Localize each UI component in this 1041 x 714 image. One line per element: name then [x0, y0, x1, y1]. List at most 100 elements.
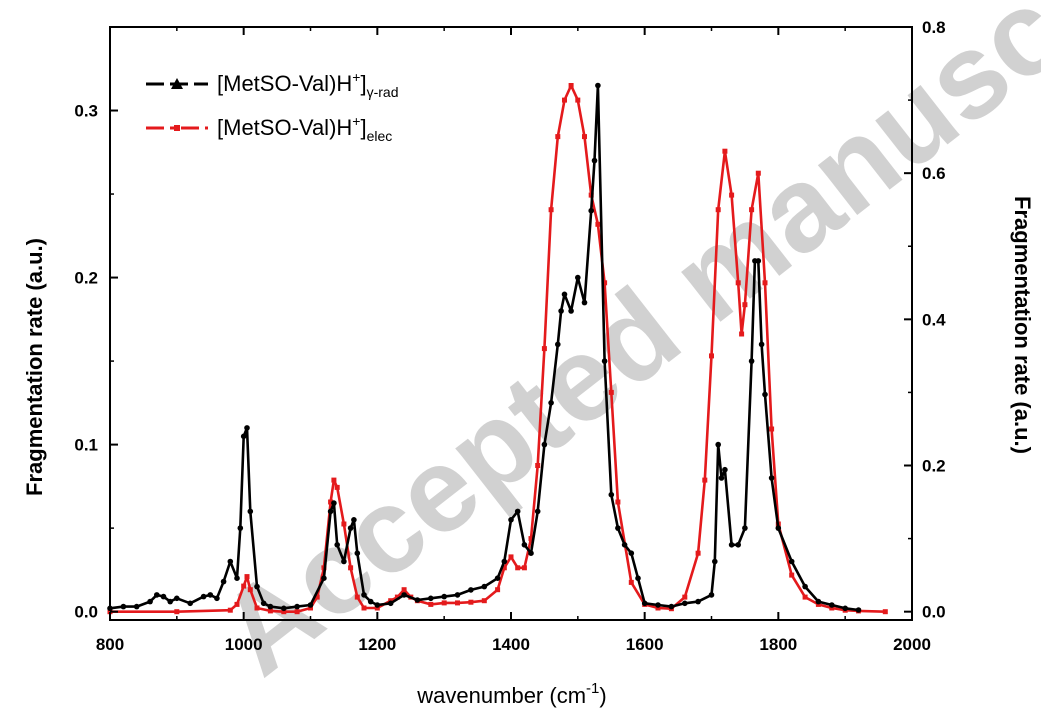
- y-left-tick-label: 0.3: [74, 102, 98, 121]
- data-point-elec: [802, 594, 808, 600]
- data-point-elec: [815, 601, 821, 607]
- data-point-elec: [709, 353, 714, 359]
- data-point-elec: [541, 346, 547, 352]
- data-point-gamma-rad: [244, 425, 250, 431]
- data-point-gamma-rad: [521, 542, 528, 548]
- data-point-elec: [241, 583, 247, 589]
- data-point-elec: [331, 477, 337, 483]
- data-point-elec: [602, 280, 608, 286]
- data-point-elec: [702, 477, 708, 483]
- data-point-elec: [328, 499, 334, 505]
- data-point-gamma-rad: [414, 597, 421, 603]
- data-point-gamma-rad: [508, 517, 514, 523]
- data-point-elec: [729, 192, 735, 198]
- data-point-gamma-rad: [321, 575, 327, 581]
- legend-marker-elec: [174, 125, 180, 131]
- data-point-gamma-rad: [267, 603, 274, 610]
- y-right-tick-label: 0.2: [922, 457, 946, 476]
- data-point-gamma-rad: [758, 341, 765, 348]
- data-point-elec: [742, 302, 748, 308]
- x-axis-title: wavenumber (cm-1): [416, 680, 606, 708]
- data-point-gamma-rad: [187, 600, 193, 607]
- data-point-gamma-rad: [227, 558, 234, 565]
- data-point-gamma-rad: [728, 542, 735, 548]
- data-point-elec: [244, 574, 250, 580]
- data-point-gamma-rad: [247, 508, 254, 515]
- data-point-elec: [739, 331, 745, 337]
- data-point-gamma-rad: [708, 592, 715, 598]
- data-point-elec: [769, 426, 775, 432]
- watermark-layer: Accepted manuscript: [196, 0, 1041, 700]
- data-point-elec: [575, 97, 581, 103]
- data-point-gamma-rad: [682, 600, 688, 607]
- data-point-elec: [762, 280, 768, 286]
- data-point-gamma-rad: [147, 598, 153, 605]
- data-point-elec: [548, 207, 554, 213]
- data-point-elec: [749, 207, 755, 213]
- legend-label-gamma-rad-main: [MetSO-Val)H: [217, 71, 352, 96]
- data-point-elec: [555, 134, 561, 140]
- data-point-gamma-rad: [742, 525, 748, 531]
- data-point-gamma-rad: [788, 558, 795, 565]
- data-point-elec: [608, 389, 614, 395]
- data-point-gamma-rad: [347, 525, 354, 531]
- y-left-tick-label: 0.2: [74, 269, 98, 288]
- data-point-gamma-rad: [361, 592, 367, 598]
- data-point-gamma-rad: [174, 595, 180, 602]
- data-point-gamma-rad: [387, 600, 394, 607]
- data-point-gamma-rad: [568, 308, 574, 314]
- data-point-gamma-rad: [327, 508, 334, 515]
- data-point-gamma-rad: [351, 517, 357, 523]
- series-layer: [107, 82, 888, 615]
- data-point-elec: [562, 97, 567, 103]
- data-point-elec: [722, 148, 728, 154]
- data-point-elec: [401, 587, 407, 593]
- x-axis-title-end: ): [599, 683, 606, 708]
- data-point-gamma-rad: [307, 602, 314, 608]
- data-point-elec: [247, 587, 253, 593]
- x-axis-title-sup: -1: [586, 680, 599, 697]
- data-point-elec: [348, 565, 354, 571]
- x-tick-label: 1000: [225, 635, 263, 654]
- data-point-gamma-rad: [534, 508, 541, 515]
- data-point-gamma-rad: [200, 593, 207, 600]
- data-point-gamma-rad: [214, 595, 220, 602]
- data-point-elec: [582, 134, 587, 140]
- data-point-gamma-rad: [601, 358, 608, 364]
- data-point-gamma-rad: [294, 603, 300, 610]
- data-point-elec: [361, 605, 367, 611]
- data-point-gamma-rad: [107, 605, 113, 612]
- data-point-elec: [595, 221, 601, 227]
- data-point-elec: [354, 594, 360, 600]
- data-point-gamma-rad: [555, 341, 561, 348]
- data-point-gamma-rad: [802, 583, 808, 590]
- data-point-elec: [254, 605, 260, 611]
- data-point-gamma-rad: [641, 600, 648, 607]
- x-tick-label: 800: [96, 635, 124, 654]
- data-point-gamma-rad: [735, 542, 741, 548]
- data-point-gamma-rad: [481, 583, 488, 590]
- legend-entry-gamma-rad: [MetSO-Val)H+]γ-rad: [146, 69, 399, 100]
- data-point-gamma-rad: [260, 600, 267, 607]
- data-point-gamma-rad: [595, 82, 601, 89]
- data-point-gamma-rad: [561, 291, 568, 298]
- data-point-gamma-rad: [331, 500, 337, 506]
- data-point-elec: [655, 605, 661, 611]
- data-point-elec: [227, 607, 233, 613]
- data-point-gamma-rad: [581, 299, 588, 306]
- data-point-elec: [334, 484, 340, 490]
- data-point-gamma-rad: [334, 542, 341, 548]
- data-point-gamma-rad: [160, 593, 167, 600]
- data-point-elec: [267, 608, 273, 614]
- x-tick-label: 1800: [759, 635, 797, 654]
- legend-entry-elec: [MetSO-Val)H+]elec: [146, 113, 392, 144]
- watermark-text: Accepted manuscript: [196, 0, 1041, 700]
- y-axis-right-title: Fragmentation rate (a.u.): [1010, 196, 1035, 454]
- data-point-gamma-rad: [635, 575, 641, 581]
- data-point-elec: [308, 605, 313, 611]
- x-tick-label: 1200: [358, 635, 396, 654]
- data-point-gamma-rad: [768, 475, 775, 481]
- y-right-tick-label: 0.8: [922, 18, 946, 37]
- data-point-gamma-rad: [615, 525, 621, 531]
- y-right-tick-label: 0.6: [922, 164, 946, 183]
